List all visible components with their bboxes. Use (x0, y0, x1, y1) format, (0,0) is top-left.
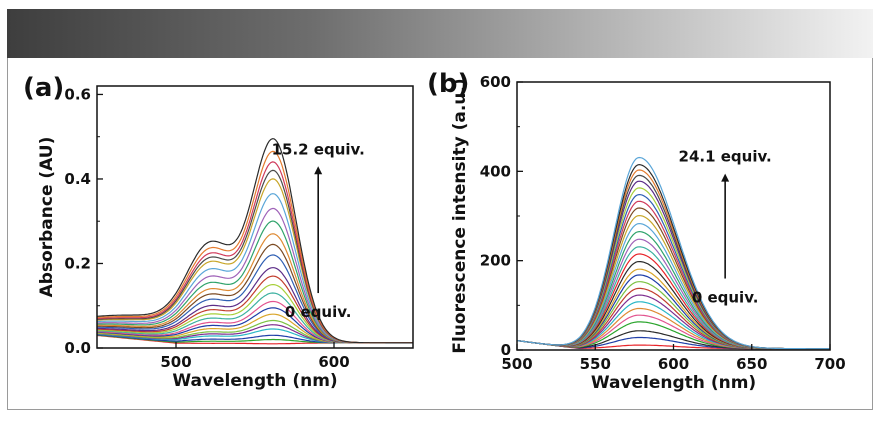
series-line-24 (517, 180, 830, 350)
y-tick-label: 200 (480, 252, 511, 270)
y-tick-label: 0.0 (64, 339, 91, 357)
x-tick-label: 500 (501, 355, 532, 373)
panel-label: (b) (427, 69, 469, 99)
x-axis-title: Wavelength (nm) (172, 371, 337, 391)
annotation-top: 24.1 equiv. (679, 148, 772, 166)
x-tick-label: 500 (160, 353, 191, 371)
annotation-bottom: 0 equiv. (692, 289, 759, 307)
series-line-14 (517, 253, 830, 350)
x-tick-label: 600 (658, 355, 689, 373)
annotation-bottom: 0 equiv. (285, 303, 352, 321)
y-tick-label: 0 (501, 341, 511, 359)
series-line-9 (517, 287, 830, 350)
y-tick-label: 0.4 (64, 170, 91, 188)
series-line-28 (517, 156, 830, 350)
x-tick-label: 650 (736, 355, 767, 373)
y-tick-label: 600 (480, 73, 511, 91)
y-tick-label: 400 (480, 162, 511, 180)
figure-frame (7, 58, 873, 410)
plot-frame (96, 85, 414, 349)
y-axis-title: Fluorescence intensity (a.u.) (450, 78, 470, 353)
x-tick-label: 700 (814, 355, 845, 373)
header-banner (7, 9, 873, 58)
panel-label: (a) (23, 73, 64, 103)
y-tick-label: 0.6 (64, 85, 91, 103)
series-line-14 (97, 254, 413, 344)
x-tick-label: 600 (318, 353, 349, 371)
annotation-top: 15.2 equiv. (272, 140, 365, 158)
arrow-head-icon (314, 166, 323, 175)
x-tick-label: 550 (580, 355, 611, 373)
y-tick-label: 0.2 (64, 254, 91, 272)
series-line-16 (97, 233, 413, 344)
series-line-23 (517, 187, 830, 350)
panel-a: 500 600 0.0 0.2 0.4 0.6 Wavelength (nm) Absorba… (23, 73, 414, 391)
x-axis-title: Wavelength (nm) (591, 373, 756, 393)
series-line-5 (517, 314, 830, 350)
y-axis-title: Absorbance (AU) (37, 137, 57, 298)
series-line-6 (517, 307, 830, 350)
series-line-24 (97, 138, 413, 344)
arrow-head-icon (721, 173, 730, 182)
